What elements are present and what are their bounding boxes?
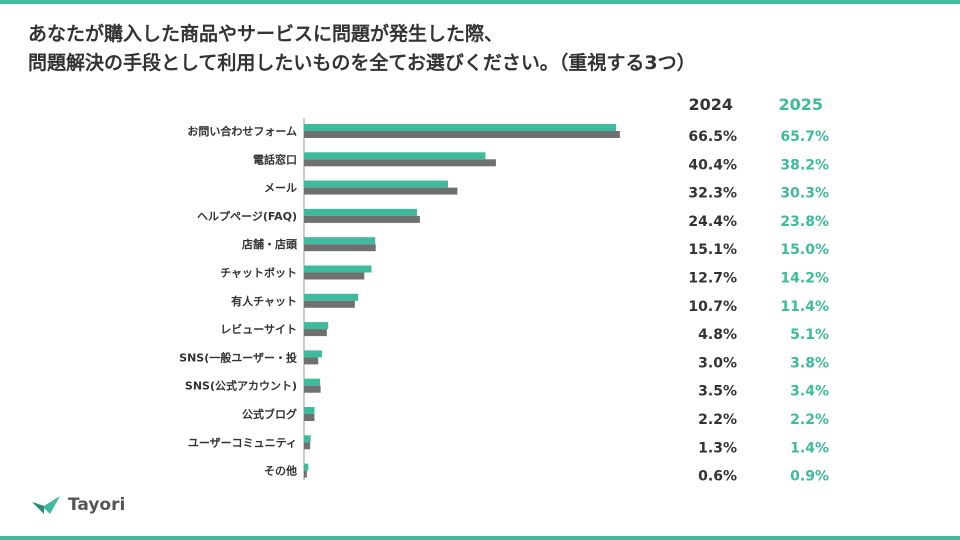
value-label-2024: 15.1% [688, 242, 737, 258]
bar-2025 [304, 180, 448, 188]
value-label-2024: 24.4% [688, 214, 737, 230]
legend-2025: 2025 [778, 95, 823, 114]
bar-2024 [304, 329, 327, 337]
bar-2024 [304, 470, 307, 478]
value-label-2024: 12.7% [688, 271, 737, 287]
bar-2025 [304, 152, 486, 160]
value-label-2025: 0.9% [790, 469, 829, 485]
value-label-2025: 38.2% [780, 157, 829, 173]
category-label: SNS(一般ユーザー・投 [179, 350, 297, 364]
bottom-accent-bar [0, 536, 960, 540]
value-label-2024: 32.3% [688, 186, 737, 202]
bar-2024 [304, 357, 319, 365]
value-label-2025: 23.8% [780, 214, 829, 230]
category-label: レビューサイト [220, 322, 297, 336]
value-label-2025: 15.0% [780, 242, 829, 258]
bar-2025 [304, 350, 323, 358]
value-label-2024: 10.7% [688, 299, 737, 315]
bar-2025 [304, 407, 315, 414]
bar-2024 [304, 131, 620, 138]
bar-2025 [304, 435, 311, 443]
value-label-2024: 0.6% [698, 469, 737, 485]
value-label-2024: 66.5% [688, 129, 737, 145]
logo-text: Tayori [68, 495, 126, 515]
category-label: ユーザーコミュニティ [188, 436, 297, 449]
bar-2025 [304, 124, 617, 131]
value-label-2025: 3.8% [790, 355, 829, 371]
value-label-2025: 5.1% [790, 327, 829, 343]
value-label-2024: 4.8% [698, 327, 737, 343]
value-label-2025: 65.7% [780, 129, 829, 145]
category-label: メール [264, 182, 297, 195]
bar-2025 [304, 237, 376, 245]
value-label-2025: 1.4% [790, 440, 829, 456]
value-label-2025: 2.2% [790, 412, 829, 428]
value-label-2024: 1.3% [698, 440, 737, 456]
category-label: チャットボット [220, 266, 297, 280]
title-line-1: あなたが購入した商品やサービスに問題が発生した際、 [28, 23, 504, 45]
bar-2024 [304, 414, 315, 421]
value-label-2025: 11.4% [780, 299, 829, 315]
bar-2025 [304, 265, 372, 273]
value-label-2024: 2.2% [698, 412, 737, 428]
category-label: 店舗・店頭 [242, 237, 298, 251]
category-label: SNS(公式アカウント) [185, 379, 297, 393]
category-label: 有人チャット [231, 294, 297, 308]
value-label-2025: 14.2% [780, 271, 829, 287]
category-label: その他 [264, 464, 297, 478]
bar-2025 [304, 322, 329, 330]
title-line-2: 問題解決の手段として利用したいものを全てお選びください。（重視する3つ） [28, 52, 696, 74]
bar-2025 [304, 378, 321, 386]
bar-2024 [304, 244, 376, 252]
bar-2024 [304, 385, 321, 393]
top-accent-bar [0, 0, 960, 4]
bar-2024 [304, 272, 365, 280]
bar-2024 [304, 215, 420, 223]
bar-2025 [304, 208, 418, 216]
value-label-2025: 3.4% [790, 384, 829, 400]
bar-2024 [304, 442, 311, 450]
value-label-2025: 30.3% [780, 186, 829, 202]
bar-2024 [304, 300, 355, 308]
value-label-2024: 3.5% [698, 384, 737, 400]
value-label-2024: 3.0% [698, 355, 737, 371]
bar-2025 [304, 463, 309, 471]
category-label: 電話窓口 [253, 152, 297, 166]
tayori-logo: Tayori [30, 494, 125, 516]
value-label-2024: 40.4% [688, 157, 737, 173]
category-label: ヘルプページ(FAQ) [197, 209, 297, 223]
category-label: お問い合わせフォーム [187, 124, 297, 138]
bar-2024 [304, 159, 496, 167]
bar-2025 [304, 293, 359, 301]
tayori-bird-icon [32, 496, 60, 514]
page-title: あなたが購入した商品やサービスに問題が発生した際、 問題解決の手段として利用した… [28, 20, 928, 78]
category-label: 公式ブログ [242, 407, 297, 421]
legend-2024: 2024 [688, 95, 733, 114]
bar-2024 [304, 187, 458, 195]
